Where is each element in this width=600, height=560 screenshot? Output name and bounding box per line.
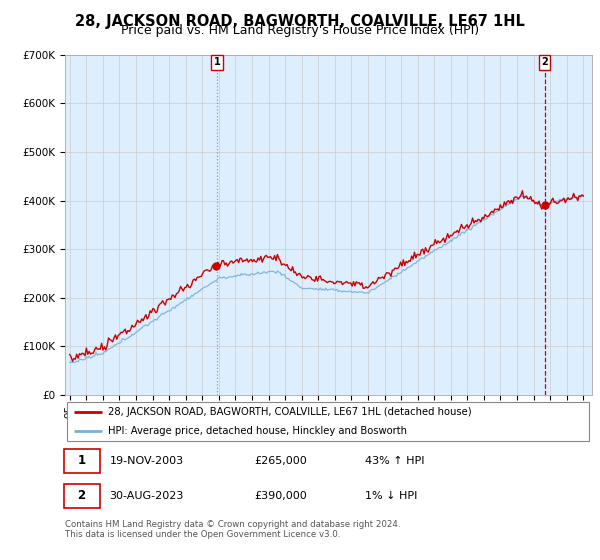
Text: £390,000: £390,000 <box>254 491 307 501</box>
Text: 2: 2 <box>77 489 86 502</box>
Text: Contains HM Land Registry data © Crown copyright and database right 2024.: Contains HM Land Registry data © Crown c… <box>65 520 400 529</box>
Text: HPI: Average price, detached house, Hinckley and Bosworth: HPI: Average price, detached house, Hinc… <box>108 426 407 436</box>
Text: 1: 1 <box>214 57 220 67</box>
Text: 1% ↓ HPI: 1% ↓ HPI <box>365 491 418 501</box>
Text: 19-NOV-2003: 19-NOV-2003 <box>110 456 184 465</box>
Text: Price paid vs. HM Land Registry's House Price Index (HPI): Price paid vs. HM Land Registry's House … <box>121 24 479 37</box>
Text: 43% ↑ HPI: 43% ↑ HPI <box>365 456 425 465</box>
Text: 28, JACKSON ROAD, BAGWORTH, COALVILLE, LE67 1HL (detached house): 28, JACKSON ROAD, BAGWORTH, COALVILLE, L… <box>108 407 472 417</box>
Text: 1: 1 <box>77 454 86 467</box>
Text: This data is licensed under the Open Government Licence v3.0.: This data is licensed under the Open Gov… <box>65 530 340 539</box>
Text: 2: 2 <box>541 57 548 67</box>
FancyBboxPatch shape <box>67 402 589 441</box>
FancyBboxPatch shape <box>64 484 100 507</box>
FancyBboxPatch shape <box>64 449 100 473</box>
Text: £265,000: £265,000 <box>254 456 307 465</box>
Text: 30-AUG-2023: 30-AUG-2023 <box>110 491 184 501</box>
Text: 28, JACKSON ROAD, BAGWORTH, COALVILLE, LE67 1HL: 28, JACKSON ROAD, BAGWORTH, COALVILLE, L… <box>75 14 525 29</box>
